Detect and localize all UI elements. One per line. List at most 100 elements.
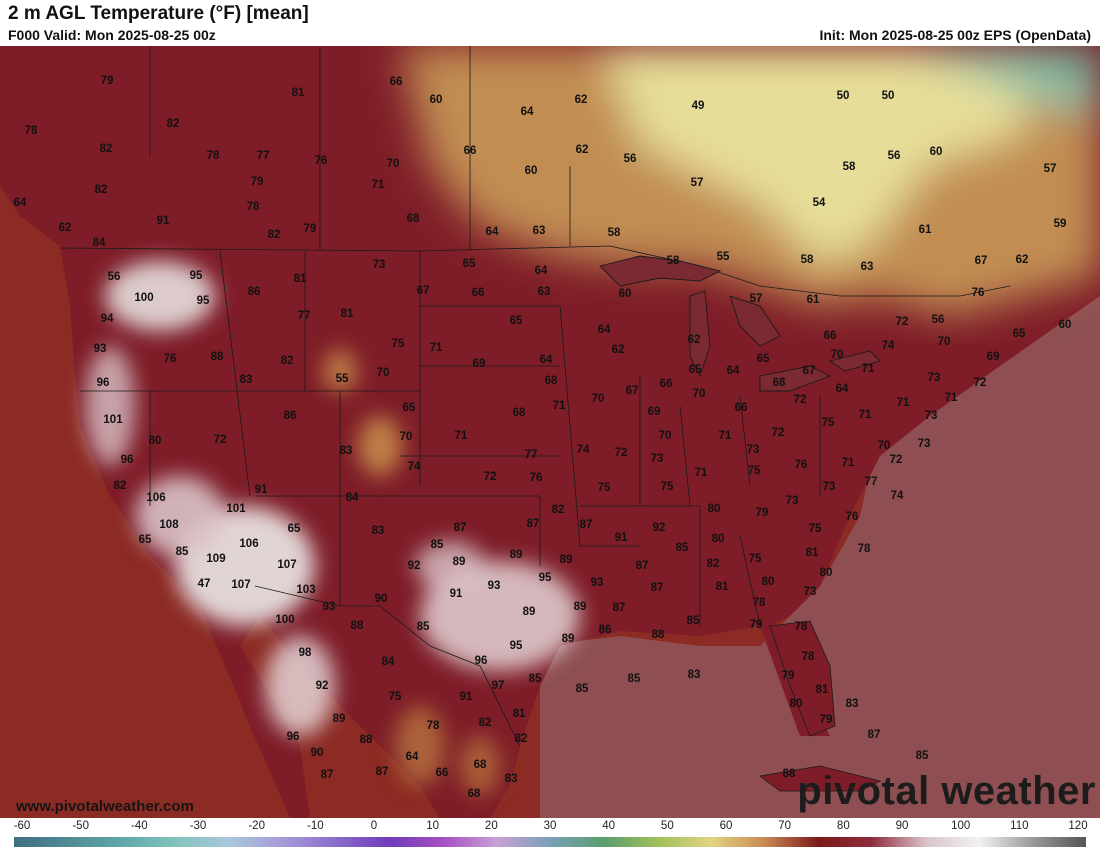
temperature-label: 91 xyxy=(156,215,170,227)
temperature-label: 71 xyxy=(861,363,875,375)
temperature-label: 77 xyxy=(256,150,270,162)
temperature-label: 90 xyxy=(310,747,324,759)
temperature-label: 61 xyxy=(918,224,932,236)
temperature-label: 83 xyxy=(845,698,859,710)
florida-cuba xyxy=(759,620,882,792)
temperature-label: 79 xyxy=(100,75,114,87)
temperature-label: 92 xyxy=(315,680,329,692)
temperature-label: 59 xyxy=(1053,218,1067,230)
temperature-label: 76 xyxy=(794,459,808,471)
colorbar-tick-label: -60 xyxy=(13,820,31,832)
temperature-label: 84 xyxy=(345,492,359,504)
temperature-label: 88 xyxy=(210,351,224,363)
colorbar-ticks: -60 -50 -40 -30 -20 -10 0 10 20 30 40 50 60 70 80 90 100… xyxy=(0,820,1100,834)
temperature-label: 82 xyxy=(166,118,180,130)
temperature-label: 56 xyxy=(931,314,945,326)
temperature-label: 83 xyxy=(687,669,701,681)
temperature-label: 66 xyxy=(389,76,403,88)
temperature-label: 64 xyxy=(835,383,849,395)
temperature-label: 82 xyxy=(113,480,127,492)
temperature-label: 77 xyxy=(297,310,311,322)
temperature-label: 73 xyxy=(927,372,941,384)
temperature-label: 73 xyxy=(924,410,938,422)
temperature-label: 88 xyxy=(651,629,665,641)
temperature-label: 71 xyxy=(552,400,566,412)
colorbar-gradient xyxy=(14,837,1086,847)
temperature-label: 56 xyxy=(887,150,901,162)
temperature-label: 86 xyxy=(598,624,612,636)
temperature-label: 65 xyxy=(287,523,301,535)
temperature-label: 70 xyxy=(386,158,400,170)
colorbar-tick-label: 90 xyxy=(895,820,909,832)
temperature-label: 62 xyxy=(611,344,625,356)
colorbar-tick-label: -10 xyxy=(307,820,324,832)
temperature-label: 80 xyxy=(707,503,721,515)
temperature-label: 66 xyxy=(463,145,477,157)
temperature-label: 60 xyxy=(618,288,632,300)
colorbar-tick-label: 0 xyxy=(370,820,378,832)
temperature-label: 100 xyxy=(134,292,154,304)
temperature-label: 85 xyxy=(575,683,589,695)
temperature-label: 91 xyxy=(614,532,628,544)
temperature-label: 72 xyxy=(889,454,903,466)
temperature-label: 87 xyxy=(867,729,881,741)
temperature-label: 78 xyxy=(426,720,440,732)
temperature-label: 95 xyxy=(196,295,210,307)
temperature-label: 68 xyxy=(544,375,558,387)
temperature-label: 65 xyxy=(138,534,152,546)
temperature-label: 72 xyxy=(213,434,227,446)
temperature-label: 67 xyxy=(416,285,430,297)
temperature-label: 85 xyxy=(416,621,430,633)
temperature-label: 64 xyxy=(534,265,548,277)
temperature-label: 82 xyxy=(94,184,108,196)
temperature-label: 79 xyxy=(749,619,763,631)
brand-logo: pivotal weather xyxy=(797,769,1096,813)
temperature-label: 65 xyxy=(688,364,702,376)
temperature-label: 68 xyxy=(512,407,526,419)
temperature-label: 69 xyxy=(647,406,661,418)
temperature-label: 79 xyxy=(250,176,264,188)
temperature-label: 70 xyxy=(658,430,672,442)
temperature-label: 66 xyxy=(734,402,748,414)
temperature-label: 80 xyxy=(761,576,775,588)
temperature-label: 93 xyxy=(322,601,336,613)
temperature-label: 92 xyxy=(407,560,421,572)
temperature-label: 62 xyxy=(574,94,588,106)
temperature-label: 68 xyxy=(467,788,481,800)
temperature-label: 87 xyxy=(650,582,664,594)
temperature-label: 62 xyxy=(575,144,589,156)
temperature-label: 69 xyxy=(986,351,1000,363)
colorbar-tick-label: 20 xyxy=(484,820,498,832)
temperature-label: 73 xyxy=(917,438,931,450)
temperature-label: 58 xyxy=(842,161,856,173)
temperature-label: 82 xyxy=(514,733,528,745)
temperature-label: 70 xyxy=(376,367,390,379)
colorbar-tick-label: 10 xyxy=(426,820,440,832)
temperature-label: 47 xyxy=(197,578,211,590)
init-time: Init: Mon 2025-08-25 00z EPS (OpenData) xyxy=(819,27,1091,43)
temperature-label: 75 xyxy=(391,338,405,350)
temperature-label: 72 xyxy=(973,377,987,389)
temperature-label: 76 xyxy=(314,155,328,167)
temperature-label: 95 xyxy=(509,640,523,652)
temperature-label: 70 xyxy=(937,336,951,348)
temperature-label: 75 xyxy=(748,553,762,565)
temperature-label: 64 xyxy=(405,751,419,763)
temperature-label: 95 xyxy=(538,572,552,584)
temperature-label: 64 xyxy=(13,197,27,209)
temperature-label: 82 xyxy=(267,229,281,241)
temperature-label: 80 xyxy=(789,698,803,710)
temperature-label: 80 xyxy=(148,435,162,447)
temperature-label: 77 xyxy=(524,449,538,461)
temperature-map[interactable]: 79 81 66 60 64 62 49 50 50 78 82 82 78 77 76 70 66 62 56 56… xyxy=(0,46,1100,818)
temperature-label: 57 xyxy=(1043,163,1057,175)
temperature-label: 56 xyxy=(107,271,121,283)
temperature-label: 58 xyxy=(800,254,814,266)
temperature-label: 57 xyxy=(690,177,704,189)
temperature-label: 91 xyxy=(459,691,473,703)
temperature-label: 66 xyxy=(659,378,673,390)
map-title: 2 m AGL Temperature (°F) [mean] xyxy=(8,3,309,24)
temperature-label: 62 xyxy=(1015,254,1029,266)
temperature-label: 89 xyxy=(573,601,587,613)
temperature-label: 70 xyxy=(692,388,706,400)
